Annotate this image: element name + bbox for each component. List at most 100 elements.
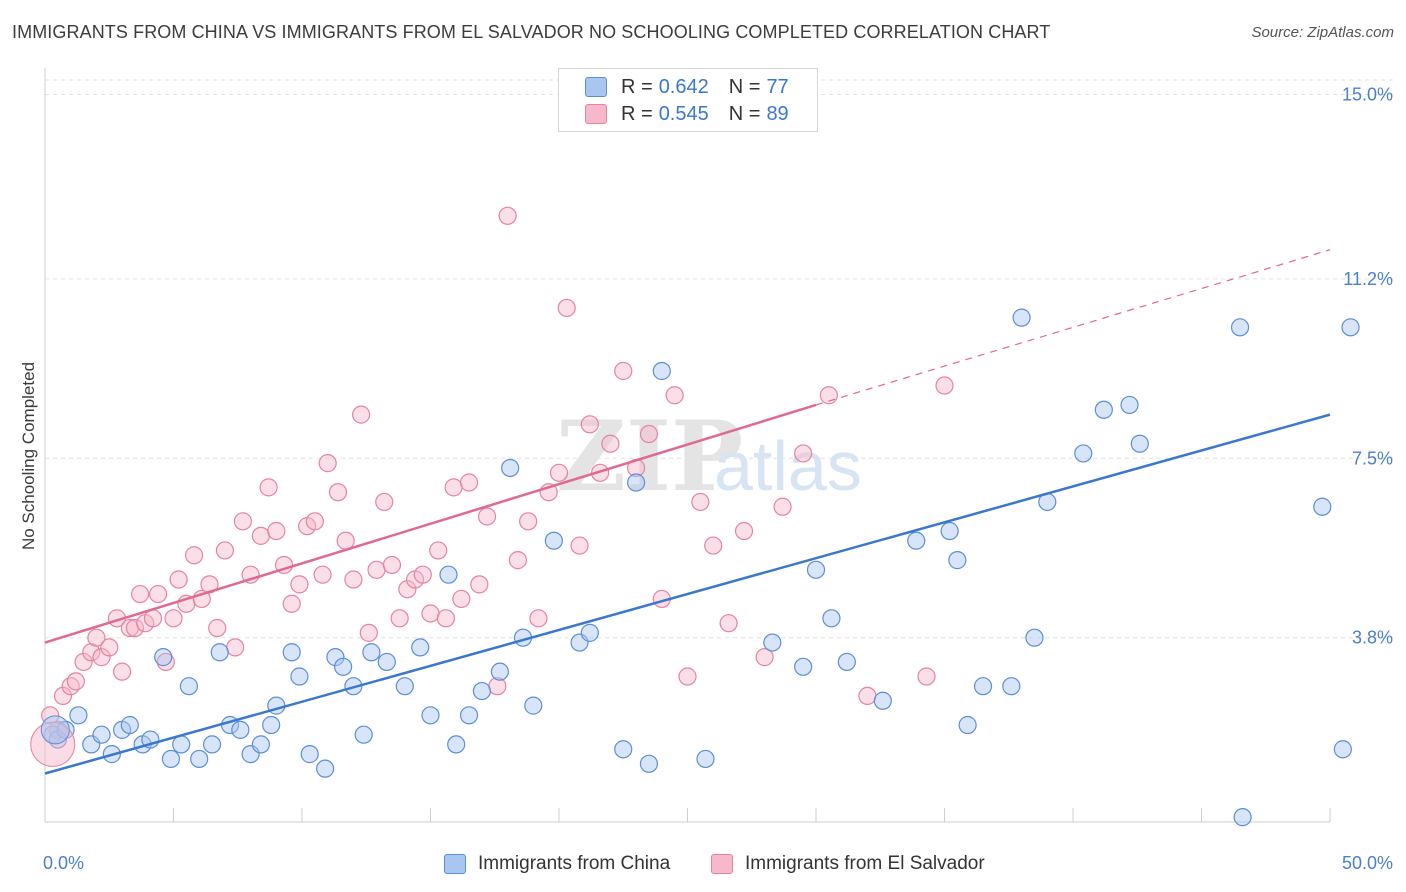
y-tick-label: 7.5%	[1352, 448, 1393, 468]
point-china	[179, 677, 199, 696]
legend-n-value: 89	[766, 102, 789, 125]
point-china	[837, 652, 856, 672]
series-swatch-china	[444, 854, 466, 874]
point-china	[120, 715, 139, 735]
point-el-salvador	[498, 206, 517, 225]
gridlines	[45, 79, 1395, 639]
point-china	[490, 662, 509, 681]
legend-row-el-salvador: R = 0.545 N = 89	[585, 101, 789, 127]
point-china	[1230, 318, 1250, 337]
point-el-salvador	[305, 512, 324, 531]
point-china	[1120, 395, 1139, 415]
point-el-salvador	[429, 541, 448, 560]
point-china	[1130, 434, 1149, 453]
point-china	[1002, 677, 1021, 696]
point-china	[421, 706, 440, 725]
legend-r-value: 0.545	[658, 102, 709, 125]
series-label-china: Immigrants from China	[478, 853, 671, 874]
point-china	[282, 643, 301, 662]
legend-r-label: R =	[621, 102, 653, 125]
point-el-salvador	[112, 662, 132, 681]
trend-line-el-salvador-extension	[815, 249, 1331, 406]
point-china	[1233, 808, 1252, 827]
point-el-salvador	[313, 565, 332, 584]
point-el-salvador	[87, 628, 106, 647]
point-china	[794, 657, 813, 676]
point-el-salvador	[444, 478, 463, 497]
series-legend-el-salvador: Immigrants from El Salvador	[711, 850, 985, 878]
point-china	[377, 652, 396, 672]
point-el-salvador	[570, 536, 589, 555]
legend-row-china: R = 0.642 N = 77	[585, 74, 789, 100]
point-china	[973, 677, 993, 696]
point-el-salvador	[208, 618, 227, 638]
point-el-salvador	[100, 638, 119, 657]
watermark: ZIP atlas	[556, 400, 862, 513]
legend-swatch-china	[585, 77, 607, 97]
point-china	[395, 677, 414, 696]
point-china	[290, 667, 309, 686]
point-el-salvador	[601, 434, 620, 453]
legend-r-label: R =	[621, 75, 653, 98]
y-tick-label: 15.0%	[1342, 85, 1393, 105]
point-china	[459, 706, 479, 725]
point-el-salvador	[477, 507, 497, 526]
point-el-salvador	[233, 512, 252, 531]
point-china	[1313, 497, 1332, 516]
point-china	[948, 551, 967, 570]
tick-labels: 3.8% 7.5% 11.2% 15.0% 0.0% 50.0%	[43, 85, 1393, 873]
point-china	[161, 749, 181, 769]
point-china	[262, 715, 281, 735]
point-el-salvador	[259, 478, 278, 497]
point-el-salvador	[421, 604, 440, 623]
point-china	[316, 759, 335, 778]
point-el-salvador	[508, 551, 527, 570]
point-china	[907, 531, 926, 550]
legend-swatch-el-salvador	[585, 104, 607, 124]
point-el-salvador	[226, 638, 245, 657]
point-china	[1012, 308, 1031, 327]
point-china	[940, 521, 959, 541]
point-el-salvador	[367, 560, 386, 579]
point-china	[334, 657, 353, 676]
point-china	[190, 749, 209, 769]
point-el-salvador	[215, 541, 234, 560]
point-el-salvador	[125, 618, 145, 638]
point-el-salvador	[549, 463, 569, 482]
legend-n-label: N =	[728, 75, 761, 98]
point-el-salvador	[375, 492, 394, 512]
trend-line-china	[44, 413, 1331, 775]
point-china	[300, 745, 319, 764]
point-el-salvador	[470, 575, 489, 594]
point-el-salvador	[858, 686, 877, 706]
y-tick-label: 11.2%	[1343, 269, 1393, 289]
point-el-salvador	[704, 536, 723, 555]
point-china	[231, 720, 250, 739]
point-el-salvador	[691, 492, 710, 512]
point-el-salvador	[328, 483, 348, 502]
point-el-salvador	[390, 609, 409, 628]
point-china	[806, 560, 826, 579]
point-china	[411, 638, 430, 657]
legend-r-value: 0.642	[658, 75, 709, 98]
point-el-salvador	[164, 609, 183, 628]
point-china	[210, 643, 229, 662]
point-el-salvador	[639, 424, 659, 444]
point-el-salvador	[290, 575, 309, 594]
point-el-salvador	[436, 609, 456, 628]
point-china	[614, 740, 633, 759]
point-el-salvador	[267, 521, 286, 541]
point-china	[69, 706, 88, 725]
point-el-salvador	[359, 623, 378, 642]
trend-lines	[44, 249, 1331, 775]
point-el-salvador	[130, 584, 150, 604]
point-el-salvador	[917, 667, 936, 686]
y-tick-label: 3.8%	[1352, 628, 1393, 648]
point-el-salvador	[318, 454, 337, 473]
point-el-salvador	[53, 686, 73, 706]
point-el-salvador	[529, 609, 548, 628]
point-china	[172, 735, 191, 754]
point-china	[1074, 444, 1093, 463]
point-china	[639, 754, 659, 773]
point-china	[154, 648, 173, 667]
